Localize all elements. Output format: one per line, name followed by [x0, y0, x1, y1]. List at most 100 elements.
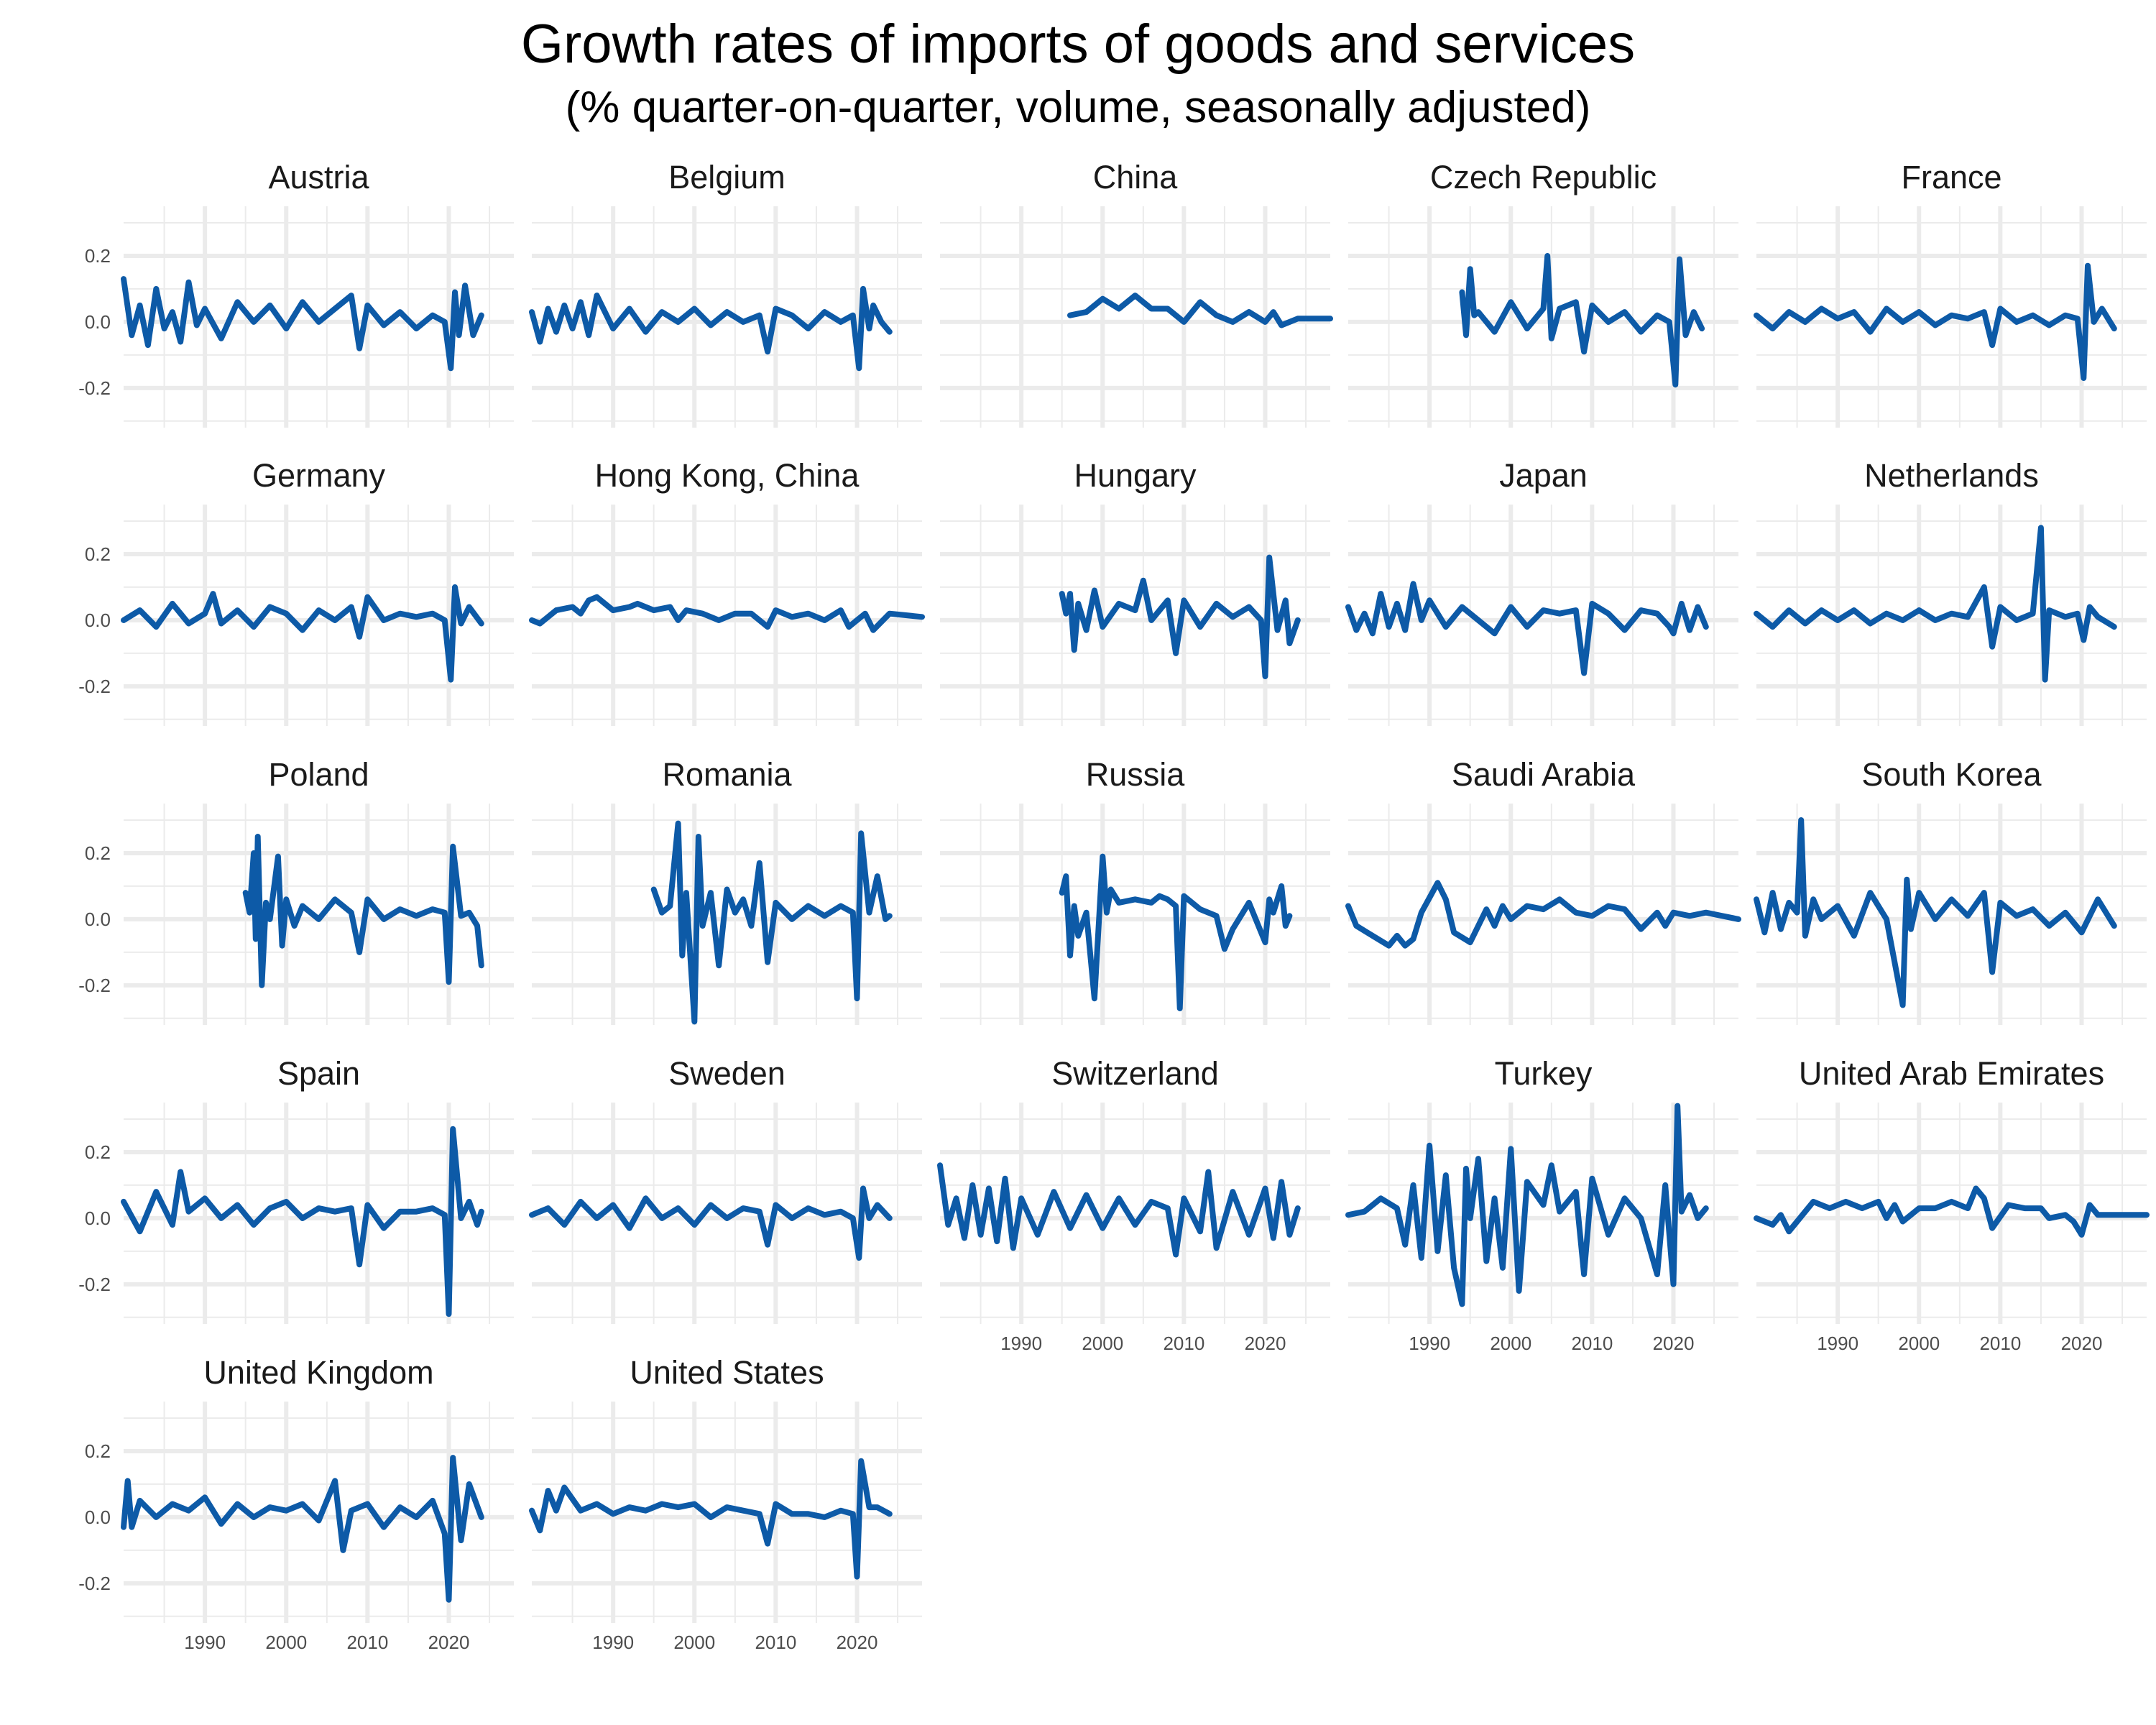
series-line-france	[1754, 262, 2117, 381]
x-tick-label: 2010	[755, 1632, 796, 1653]
y-tick-label: 0.2	[85, 842, 111, 864]
facet-title: Turkey	[1495, 1055, 1593, 1092]
panel-netherlands: Netherlands	[1754, 457, 2147, 726]
facet-title: Switzerland	[1051, 1055, 1219, 1092]
series-line-germany	[121, 584, 484, 683]
facet-title: France	[1901, 159, 2001, 196]
x-tick-label: 2020	[1653, 1333, 1695, 1354]
panel-spain: Spain 0.2 0.0 -0.2	[78, 1055, 514, 1324]
series-line-belgium	[529, 285, 893, 372]
series-line-spain	[121, 1126, 484, 1317]
y-tick-label: 0.2	[85, 1440, 111, 1462]
y-tick-label: 0.0	[85, 1208, 111, 1229]
panel-poland: Poland 0.2 0.0 -0.2	[78, 756, 514, 1025]
x-tick-label: 2000	[1898, 1333, 1940, 1354]
panel-hong-kong-china: Hong Kong, China	[529, 457, 925, 726]
series-line-hungary	[1059, 554, 1301, 679]
y-tick-label: -0.2	[78, 676, 111, 697]
panel-japan: Japan	[1345, 457, 1738, 726]
facet-title: Germany	[252, 457, 386, 494]
series-line-russia	[1059, 853, 1293, 1011]
panel-united-kingdom: United Kingdom 0.2 0.0 -0.2 1990 2000 2010 2020	[78, 1354, 514, 1653]
facet-title: United Kingdom	[203, 1354, 433, 1391]
series-line-austria	[121, 276, 484, 372]
panel-switzerland: Switzerland 1990 2000 2010 2020	[937, 1055, 1330, 1354]
panel-austria: Austria 0.2 0.0 -0.2	[78, 159, 514, 428]
series-line-south-korea	[1754, 817, 2117, 1008]
facet-title: Sweden	[668, 1055, 786, 1092]
facet-title: Netherlands	[1864, 457, 2039, 494]
panel-saudi-arabia: Saudi Arabia	[1345, 756, 1741, 1025]
series-line-hong-kong-china	[529, 594, 925, 633]
y-tick-label: -0.2	[78, 1274, 111, 1295]
chart-title: Growth rates of imports of goods and ser…	[520, 14, 1636, 75]
series-line-united-kingdom	[121, 1455, 484, 1603]
panel-belgium: Belgium	[529, 159, 922, 428]
y-tick-label: 0.0	[85, 908, 111, 930]
series-line-saudi-arabia	[1345, 880, 1741, 949]
panel-russia: Russia	[940, 756, 1330, 1025]
x-tick-label: 2010	[1163, 1333, 1204, 1354]
panel-united-arab-emirates: United Arab Emirates 1990 2000 2010 2020	[1754, 1055, 2150, 1354]
x-tick-label: 2020	[1245, 1333, 1286, 1354]
x-tick-label: 2020	[837, 1632, 878, 1653]
chart-subtitle: (% quarter-on-quarter, volume, seasonall…	[565, 83, 1591, 132]
y-tick-label: 0.2	[85, 543, 111, 565]
facet-title: South Korea	[1861, 756, 2042, 793]
x-tick-label: 1990	[1000, 1333, 1042, 1354]
facet-title: Austria	[268, 159, 369, 196]
series-line-japan	[1345, 581, 1709, 676]
facet-title: Saudi Arabia	[1452, 756, 1636, 793]
facet-title: Romania	[662, 756, 792, 793]
facet-title: Russia	[1086, 756, 1186, 793]
x-tick-label: 2000	[673, 1632, 715, 1653]
series-line-netherlands	[1754, 525, 2117, 683]
y-tick-label: -0.2	[78, 377, 111, 399]
facet-title: United States	[630, 1354, 824, 1391]
panel-south-korea: South Korea	[1754, 756, 2147, 1025]
facet-title: Hong Kong, China	[595, 457, 860, 494]
series-line-china	[1067, 293, 1333, 328]
facet-title: Belgium	[668, 159, 786, 196]
panel-czech-republic: Czech Republic	[1348, 159, 1738, 428]
facet-title: China	[1093, 159, 1179, 196]
x-tick-label: 2010	[1979, 1333, 2021, 1354]
facet-title: Japan	[1499, 457, 1588, 494]
x-tick-label: 2000	[1082, 1333, 1123, 1354]
y-tick-label: 0.0	[85, 1506, 111, 1528]
y-tick-label: 0.0	[85, 610, 111, 631]
facet-title: Spain	[277, 1055, 360, 1092]
y-tick-label: 0.2	[85, 1141, 111, 1163]
panel-turkey: Turkey 1990 2000 2010 2020	[1345, 1055, 1738, 1354]
series-line-sweden	[529, 1185, 893, 1261]
panel-china: China	[940, 159, 1333, 428]
series-line-united-states	[529, 1458, 893, 1580]
y-tick-label: -0.2	[78, 1573, 111, 1594]
y-tick-label: -0.2	[78, 975, 111, 996]
series-line-poland	[242, 834, 484, 988]
panel-germany: Germany 0.2 0.0 -0.2	[78, 457, 514, 726]
facet-title: Poland	[268, 756, 369, 793]
y-tick-label: 0.0	[85, 311, 111, 333]
x-tick-label: 1990	[1409, 1333, 1450, 1354]
y-tick-label: 0.2	[85, 245, 111, 267]
series-line-switzerland	[937, 1162, 1301, 1258]
series-line-turkey	[1345, 1103, 1709, 1307]
x-tick-label: 2020	[428, 1632, 470, 1653]
panel-united-states: United States 1990 2000 2010 2020	[529, 1354, 922, 1653]
x-tick-label: 2000	[265, 1632, 307, 1653]
x-tick-label: 1990	[184, 1632, 226, 1653]
panel-france: France	[1754, 159, 2147, 428]
x-tick-label: 1990	[1817, 1333, 1858, 1354]
panel-hungary: Hungary	[940, 457, 1330, 726]
x-tick-label: 2010	[346, 1632, 388, 1653]
series-line-romania	[650, 820, 893, 1025]
x-tick-label: 2020	[2061, 1333, 2103, 1354]
facet-title: Hungary	[1074, 457, 1197, 494]
facet-title: Czech Republic	[1430, 159, 1657, 196]
facet-title: United Arab Emirates	[1799, 1055, 2104, 1092]
panel-romania: Romania	[532, 756, 922, 1025]
panel-sweden: Sweden	[529, 1055, 922, 1324]
x-tick-label: 2010	[1571, 1333, 1613, 1354]
